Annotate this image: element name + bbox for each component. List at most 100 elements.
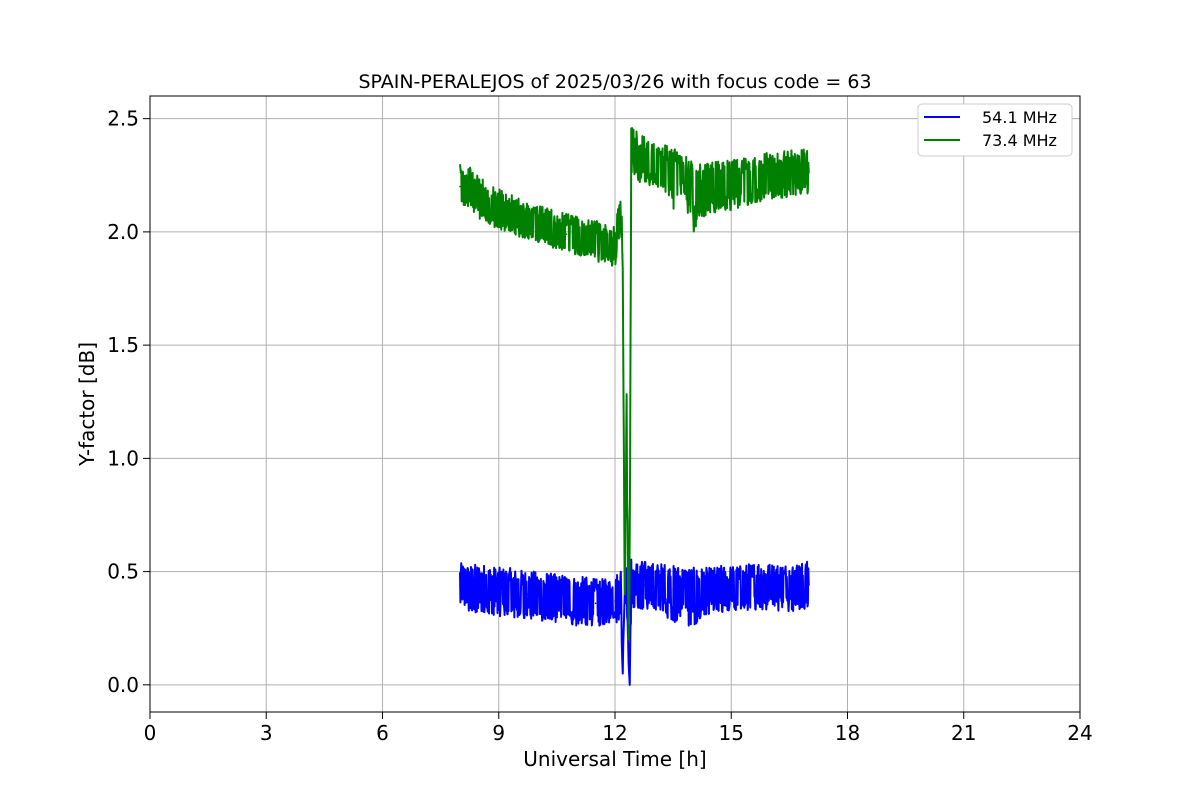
data-point <box>594 242 597 245</box>
x-tick-label: 6 <box>376 721 389 745</box>
grid <box>149 96 1081 712</box>
data-point <box>604 244 607 247</box>
data-point <box>643 584 645 586</box>
data-point <box>604 602 607 605</box>
data-point <box>759 586 762 589</box>
data-point <box>740 588 742 591</box>
data-point <box>614 600 616 602</box>
data-point <box>614 246 616 249</box>
data-point <box>497 208 500 211</box>
data-point <box>759 178 762 181</box>
data-point <box>623 593 626 596</box>
data-point <box>459 584 461 586</box>
data-point <box>488 588 490 591</box>
data-point <box>807 584 810 586</box>
data-point <box>621 253 624 256</box>
data-point <box>618 231 620 233</box>
data-point <box>711 591 713 593</box>
data-point <box>778 176 781 179</box>
data-point <box>517 217 519 220</box>
data-point <box>556 597 558 600</box>
series-0 <box>459 558 810 686</box>
x-tick-label: 9 <box>492 721 505 745</box>
data-point <box>701 591 703 593</box>
data-point <box>628 684 631 686</box>
x-axis-label: Universal Time [h] <box>523 747 706 771</box>
data-point <box>769 176 771 179</box>
data-point <box>662 167 665 170</box>
data-point <box>691 591 694 593</box>
y-tick-label: 2.0 <box>107 220 139 244</box>
data-point <box>620 597 622 600</box>
data-point <box>682 588 684 591</box>
y-axis-label: Y-factor [dB] <box>75 342 99 467</box>
x-tick-label: 3 <box>260 721 273 745</box>
data-point <box>720 185 723 188</box>
data-point <box>630 582 633 584</box>
x-tick-label: 18 <box>835 721 860 745</box>
data-point <box>769 586 771 589</box>
data-point <box>507 212 510 215</box>
data-point <box>633 154 636 156</box>
data-point <box>807 172 810 174</box>
data-point <box>478 199 481 201</box>
data-point <box>478 588 481 591</box>
data-point <box>625 588 628 591</box>
y-tick-label: 2.5 <box>107 107 139 131</box>
data-point <box>620 203 622 206</box>
data-point <box>672 169 674 172</box>
y-tick-label: 1.5 <box>107 333 139 357</box>
data-point <box>565 233 568 235</box>
data-point <box>527 593 529 596</box>
data-point <box>517 593 519 596</box>
data-point <box>459 185 461 188</box>
data-point <box>730 183 733 186</box>
y-axis: 0.0 0.5 1.0 1.5 2.0 2.5 <box>107 107 150 697</box>
data-point <box>730 588 733 591</box>
data-point <box>585 237 587 240</box>
data-point <box>652 586 655 589</box>
data-point <box>594 602 597 605</box>
plot-area <box>459 127 810 686</box>
x-tick-label: 12 <box>602 721 627 745</box>
data-point <box>711 188 713 190</box>
x-tick-label: 24 <box>1067 721 1092 745</box>
series-line <box>459 127 810 641</box>
series-1 <box>459 127 810 641</box>
legend-label-54mhz: 54.1 MHz <box>982 108 1057 127</box>
data-point <box>468 586 471 589</box>
series-line <box>459 558 810 686</box>
data-point <box>630 151 633 154</box>
data-point <box>507 591 510 593</box>
data-point <box>536 224 539 226</box>
data-point <box>652 163 655 165</box>
data-point <box>749 181 752 183</box>
data-point <box>701 190 703 192</box>
data-point <box>565 597 568 600</box>
data-point <box>546 226 548 229</box>
x-tick-label: 15 <box>719 721 744 745</box>
data-point <box>662 586 665 589</box>
data-point <box>585 600 587 602</box>
data-point <box>740 183 742 186</box>
data-point <box>621 672 624 675</box>
y-tick-label: 0.5 <box>107 560 139 584</box>
chart-title: SPAIN-PERALEJOS of 2025/03/26 with focus… <box>358 71 871 93</box>
data-point <box>682 174 684 177</box>
data-point <box>798 174 800 177</box>
data-point <box>627 638 630 641</box>
data-point <box>720 588 723 591</box>
x-tick-label: 21 <box>951 721 976 745</box>
data-point <box>633 584 636 586</box>
data-point <box>672 588 674 591</box>
data-point <box>627 661 630 663</box>
legend: 54.1 MHz 73.4 MHz <box>917 103 1073 157</box>
data-point <box>527 219 529 222</box>
data-point <box>643 160 645 163</box>
data-point <box>488 206 490 208</box>
data-point <box>691 185 694 188</box>
data-point <box>468 192 471 195</box>
data-point <box>575 235 578 238</box>
data-point <box>536 595 539 598</box>
